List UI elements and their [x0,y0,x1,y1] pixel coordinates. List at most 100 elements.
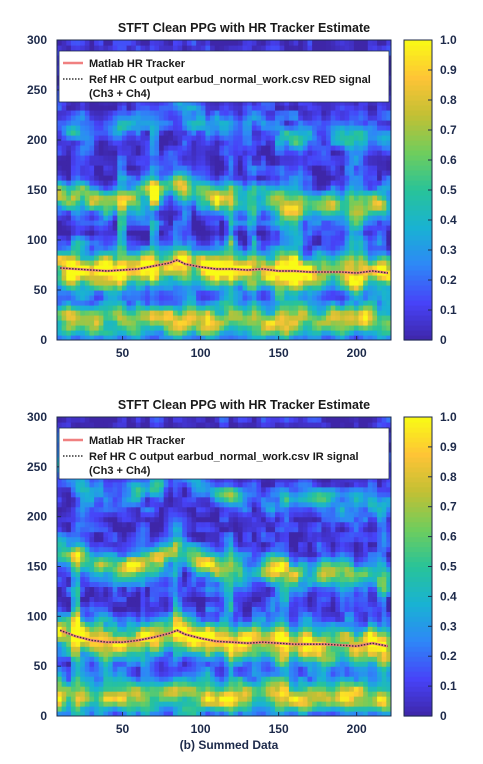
heatmap-cell [57,606,63,612]
heatmap-cell [84,235,91,241]
heatmap-cell [84,210,91,216]
heatmap-cell [353,135,360,141]
heatmap-cell [321,115,327,121]
heatmap-cell [159,220,165,226]
heatmap-cell [80,661,86,667]
heatmap-cell [84,581,91,588]
heatmap-cell [261,285,267,291]
heatmap-cell [330,330,336,336]
heatmap-cell [298,135,304,141]
colorbar-segment [404,295,432,301]
heatmap-cell [377,160,383,166]
heatmap-cell [70,250,77,256]
heatmap-cell [94,656,100,662]
heatmap-cell [57,681,63,687]
heatmap-cell [293,325,299,331]
heatmap-cell [186,315,193,321]
heatmap-cell [75,561,81,568]
heatmap-cell [126,290,132,296]
heatmap-cell [284,200,290,206]
colorbar-segment [404,325,432,331]
heatmap-cell [228,330,234,336]
heatmap-cell [302,260,309,266]
heatmap-cell [233,40,239,46]
heatmap-cell [70,651,77,657]
heatmap-cell [94,280,100,286]
heatmap-cell [381,190,387,196]
heatmap-cell [154,260,160,266]
heatmap-cell [57,566,63,573]
heatmap-cell [84,310,91,316]
heatmap-cell [261,330,267,336]
heatmap-cell [353,225,360,231]
heatmap-cell [344,180,350,186]
colorbar-segment [404,135,432,141]
heatmap-cell [89,631,95,637]
heatmap-cell [302,110,309,116]
heatmap-cell [326,125,332,131]
heatmap-cell [377,185,383,191]
heatmap-cell [94,556,100,563]
heatmap-cell [149,255,156,261]
heatmap-cell [75,486,81,493]
heatmap-cell [326,200,332,206]
heatmap-cell [57,300,63,306]
heatmap-cell [145,190,151,196]
heatmap-cell [219,180,225,186]
heatmap-cell [66,330,72,336]
heatmap-cell [233,100,239,106]
heatmap-cell [98,120,104,126]
heatmap-cell [242,320,248,326]
heatmap-cell [70,280,77,286]
heatmap-cell [154,175,160,181]
heatmap-cell [372,125,378,131]
heatmap-cell [140,100,146,106]
heatmap-cell [61,601,67,607]
heatmap-cell [237,145,244,151]
heatmap-cell [103,335,109,340]
heatmap-cell [61,285,67,291]
heatmap-cell [186,190,193,196]
heatmap-cell [75,646,81,652]
heatmap-cell [381,260,387,266]
heatmap-cell [330,160,336,166]
heatmap-cell [353,45,360,51]
heatmap-cell [168,175,174,181]
heatmap-cell [353,115,360,121]
heatmap-cell [84,686,91,692]
heatmap-cell [353,105,360,111]
heatmap-cell [261,295,267,301]
heatmap-cell [363,310,369,316]
heatmap-cell [70,225,77,231]
heatmap-cell [163,280,169,286]
heatmap-cell [186,295,193,301]
heatmap-cell [117,325,123,331]
heatmap-cell [321,170,327,176]
heatmap-cell [186,125,193,131]
heatmap-cell [270,140,276,146]
heatmap-cell [168,305,174,311]
heatmap-cell [61,521,67,528]
heatmap-cell [321,155,327,161]
heatmap-cell [298,175,304,181]
heatmap-cell [70,666,77,672]
heatmap-cell [200,100,207,106]
heatmap-cell [196,255,202,261]
heatmap-cell [126,170,132,176]
heatmap-cell [358,300,364,306]
heatmap-cell [94,240,100,246]
heatmap-cell [372,190,378,196]
heatmap-cell [61,205,67,211]
heatmap-cell [163,220,169,226]
heatmap-cell [386,130,391,136]
heatmap-cell [288,120,295,126]
heatmap-cell [214,310,220,316]
heatmap-cell [172,185,179,191]
heatmap-cell [121,330,128,336]
heatmap-cell [358,170,364,176]
heatmap-cell [80,270,86,276]
heatmap-cell [172,200,179,206]
heatmap-cell [265,205,271,211]
heatmap-cell [247,165,253,171]
heatmap-cell [121,155,128,161]
